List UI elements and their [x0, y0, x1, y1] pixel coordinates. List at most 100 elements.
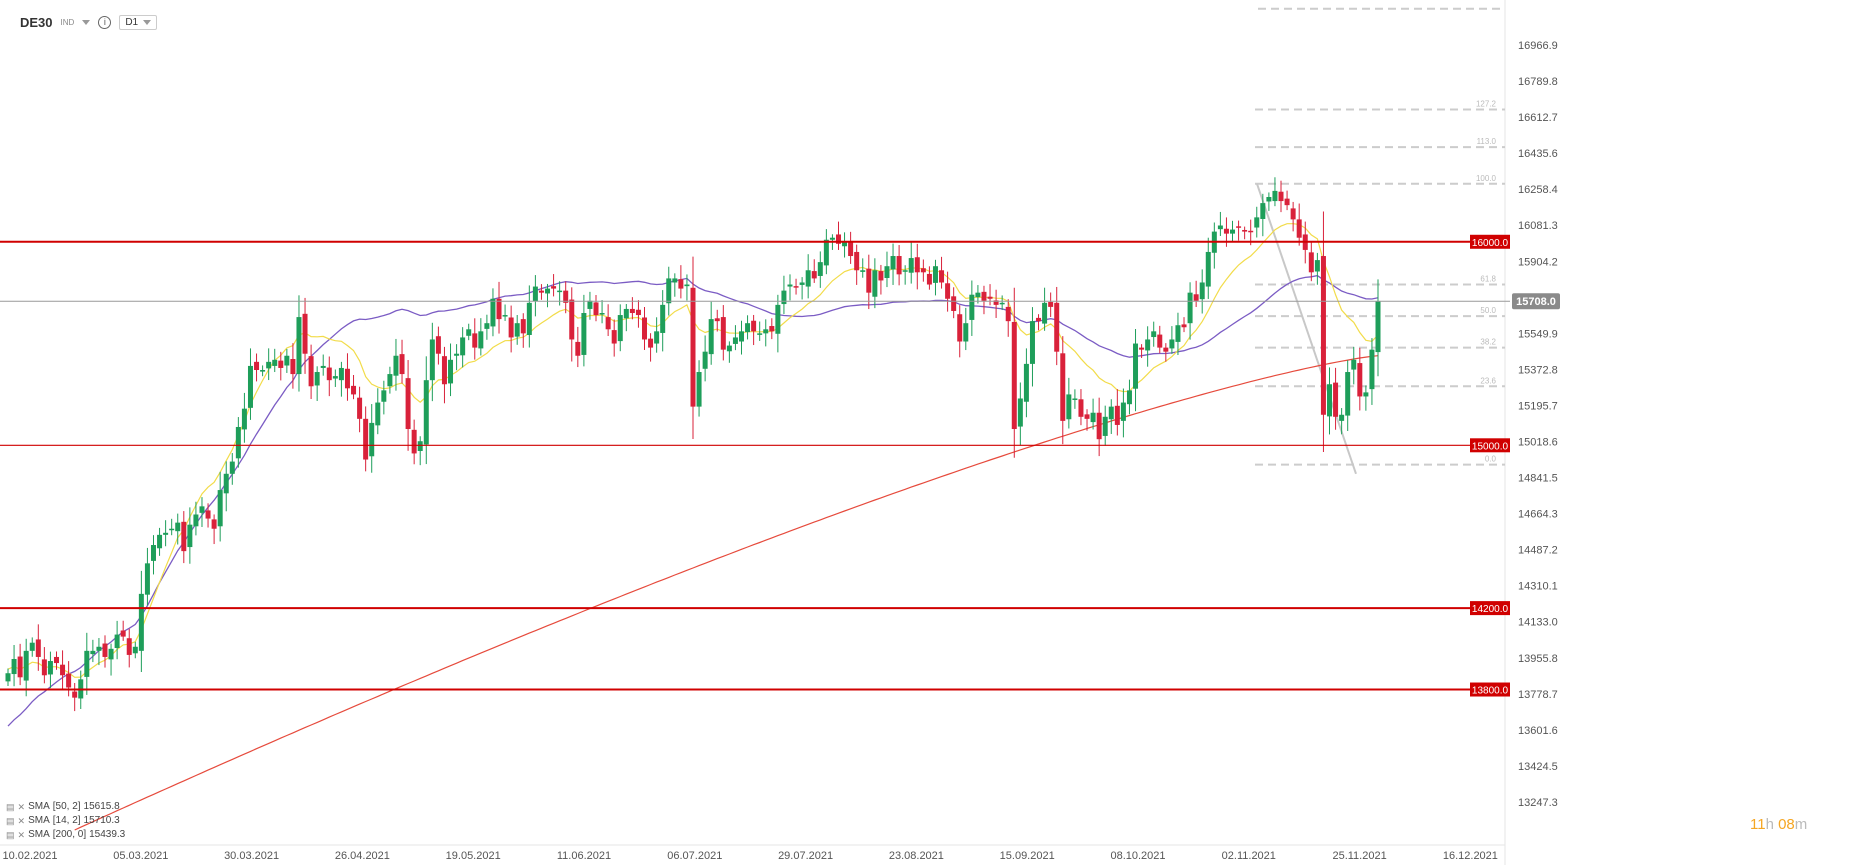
indicator-row[interactable]: ▤ ✕ SMA [50, 2] 15615.8	[6, 800, 125, 814]
price-axis: 16966.9 16789.8 16612.7 16435.6 16258.4 16081…	[1504, 0, 1558, 865]
candle-body	[1278, 191, 1284, 202]
candle-body	[163, 532, 169, 535]
info-icon[interactable]: i	[98, 15, 112, 29]
candle-body	[1260, 203, 1266, 219]
minutes-unit: m	[1794, 816, 1808, 833]
candle-body	[1023, 363, 1029, 402]
current-price: 15708.0	[0, 293, 1560, 310]
fib-label: 61.8	[1480, 275, 1496, 284]
price-tick-label: 15018.6	[1518, 437, 1558, 449]
fib-label: 100.0	[1476, 174, 1497, 183]
candle-body	[502, 315, 508, 317]
candle-body	[999, 302, 1005, 305]
indicator-row[interactable]: ▤ ✕ SMA [200, 0] 15439.3	[6, 828, 125, 842]
candle-body	[302, 313, 308, 354]
candle-body	[714, 318, 720, 322]
candle-body	[963, 323, 969, 342]
candle-body	[932, 266, 938, 283]
indicator-settings-icon[interactable]: ▤	[6, 830, 15, 840]
candle-body	[1108, 406, 1114, 420]
candle-body	[272, 359, 278, 366]
candle-body	[126, 638, 132, 655]
candle-body	[1248, 230, 1254, 233]
close-icon[interactable]: ✕	[17, 830, 26, 840]
symbol-dropdown-icon[interactable]	[82, 19, 91, 25]
candle-body	[381, 390, 387, 402]
price-tick-label: 14664.3	[1518, 509, 1558, 521]
candle-body	[629, 308, 635, 314]
candle-body	[435, 336, 441, 354]
candle-body	[660, 304, 666, 333]
candle-body	[708, 319, 714, 355]
candle-body	[1242, 229, 1248, 232]
candle-body	[1296, 219, 1302, 238]
candle-body	[175, 522, 181, 532]
level-tag	[1470, 234, 1510, 249]
date-tick-label: 29.07.2021	[778, 850, 833, 862]
indicator-settings-icon[interactable]: ▤	[6, 802, 15, 812]
date-tick-label: 11.06.2021	[557, 850, 611, 862]
candle-body	[284, 355, 290, 366]
candle-body	[490, 298, 496, 327]
candle-body	[1042, 302, 1048, 324]
candle-body	[757, 333, 763, 335]
level-label: 14200.0	[1472, 604, 1509, 615]
candle-body	[1333, 382, 1339, 417]
indicator-value: 15439.3	[89, 829, 126, 840]
candle-body	[732, 337, 738, 344]
candle-body	[1133, 343, 1139, 389]
candle-body	[569, 299, 575, 340]
date-tick-label: 23.08.2021	[889, 850, 944, 862]
candle-body	[872, 270, 878, 297]
price-tick-label: 16435.6	[1518, 148, 1558, 160]
candle-body	[593, 302, 599, 316]
timeframe-select[interactable]: D1	[119, 14, 158, 30]
candle-body	[247, 365, 253, 408]
candle-body	[1217, 225, 1223, 230]
price-tick-label: 15904.2	[1518, 256, 1558, 268]
candle-body	[787, 284, 793, 287]
candle-body	[1290, 208, 1296, 220]
candle-body	[29, 642, 35, 651]
candle-body	[599, 313, 605, 315]
indicator-row[interactable]: ▤ ✕ SMA [14, 2] 15710.3	[6, 814, 125, 828]
level-tag	[1470, 682, 1510, 697]
candle-body	[1151, 331, 1157, 338]
candle-body	[387, 374, 393, 387]
price-tick-label: 13424.5	[1518, 761, 1558, 773]
candle-body	[375, 402, 381, 426]
candle-body	[193, 514, 199, 527]
candle-body	[1193, 294, 1199, 301]
date-tick-label: 15.09.2021	[1000, 850, 1055, 862]
candle-body	[1314, 260, 1320, 272]
candle-body	[1090, 412, 1096, 423]
candle-body	[1145, 339, 1151, 351]
candle-body	[241, 408, 247, 430]
date-tick-label: 05.03.2021	[113, 850, 168, 862]
time-axis: 10.02.2021 05.03.2021 30.03.2021 26.04.2021…	[0, 844, 1505, 862]
candle-body	[35, 639, 41, 657]
hours-unit: h	[1765, 816, 1774, 833]
symbol-label[interactable]: DE30	[20, 14, 53, 30]
candle-body	[951, 296, 957, 311]
candle-body	[526, 302, 532, 335]
candle-body	[842, 241, 848, 247]
candle-body	[981, 291, 987, 301]
candle-body	[1102, 416, 1108, 436]
candle-body	[884, 266, 890, 279]
candle-body	[605, 317, 611, 330]
price-tick-label: 14487.2	[1518, 545, 1558, 557]
candle-body	[702, 351, 708, 369]
candle-body	[254, 361, 260, 370]
candle-body	[351, 385, 357, 395]
indicator-settings-icon[interactable]: ▤	[6, 816, 15, 826]
close-icon[interactable]: ✕	[17, 816, 26, 826]
date-tick-label: 25.11.2021	[1332, 850, 1386, 862]
candle-body	[939, 270, 945, 283]
timeframe-value: D1	[125, 16, 139, 28]
candle-body	[969, 294, 975, 320]
candle-body	[720, 317, 726, 350]
close-icon[interactable]: ✕	[17, 802, 26, 812]
candle-body	[823, 239, 829, 266]
